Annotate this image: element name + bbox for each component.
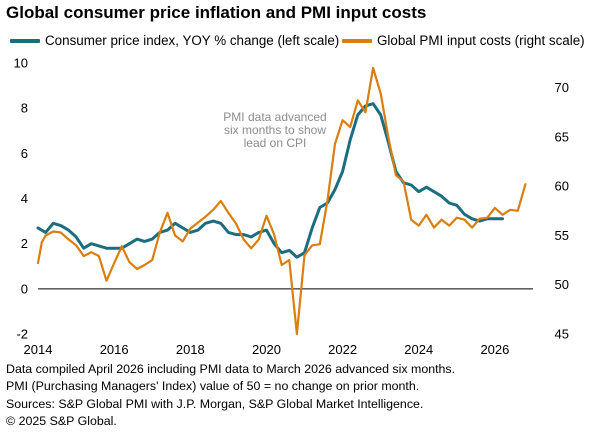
y-left-tick-label: 8	[21, 101, 28, 116]
x-tick-label: 2026	[480, 342, 509, 357]
annotation-line-2: six months to show	[224, 123, 326, 137]
y-right-tick-label: 45	[555, 327, 569, 342]
y-left-tick-label: 10	[14, 56, 28, 71]
x-tick-label: 2024	[404, 342, 433, 357]
legend-item-cpi: Consumer price index, YOY % change (left…	[10, 33, 339, 48]
y-right-tick-label: 70	[555, 80, 569, 95]
y-left-tick-label: 0	[21, 281, 28, 296]
footnote-data-compiled: Data compiled April 2026 including PMI d…	[6, 362, 456, 376]
y-right-tick-label: 55	[555, 228, 569, 243]
x-tick-label: 2020	[252, 342, 281, 357]
x-tick-label: 2014	[24, 342, 53, 357]
x-tick-label: 2022	[328, 342, 357, 357]
chart-title: Global consumer price inflation and PMI …	[6, 3, 427, 22]
footnote-sources: Sources: S&P Global PMI with J.P. Morgan…	[6, 396, 424, 411]
x-tick-label: 2016	[100, 342, 129, 357]
legend-swatch-pmi	[342, 38, 372, 43]
footnote-copyright: © 2025 S&P Global.	[6, 413, 117, 428]
y-left-tick-label: 4	[21, 191, 28, 206]
series-line-cpi	[36, 102, 504, 259]
series-line-pmi	[36, 66, 527, 336]
y-right-tick-label: 50	[555, 277, 569, 292]
y-right-tick-label: 60	[555, 179, 569, 194]
legend-label-pmi: Global PMI input costs (right scale)	[377, 33, 585, 48]
legend-item-pmi: Global PMI input costs (right scale)	[342, 33, 585, 48]
y-right-tick-label: 65	[555, 129, 569, 144]
y-left-tick-label: 2	[21, 236, 28, 251]
footnote-pmi-definition: PMI (Purchasing Managers' Index) value o…	[6, 379, 420, 394]
chart-series	[36, 66, 527, 336]
chart-axes: -2 0 2 4 6 8 10 45 50 55 60 65 70 2014 2016 2018 2020 202…	[14, 56, 569, 358]
annotation-line-3: lead on CPI	[244, 136, 307, 150]
legend-label-cpi: Consumer price index, YOY % change (left…	[45, 33, 340, 48]
y-left-tick-label: 6	[21, 146, 28, 161]
y-left-tick-label: -2	[16, 327, 28, 342]
legend-swatch-cpi	[10, 38, 40, 43]
footnotes: Data compiled April 2026 including PMI d…	[6, 361, 455, 430]
x-tick-label: 2018	[176, 342, 205, 357]
annotation-line-1: PMI data advanced	[223, 110, 326, 124]
